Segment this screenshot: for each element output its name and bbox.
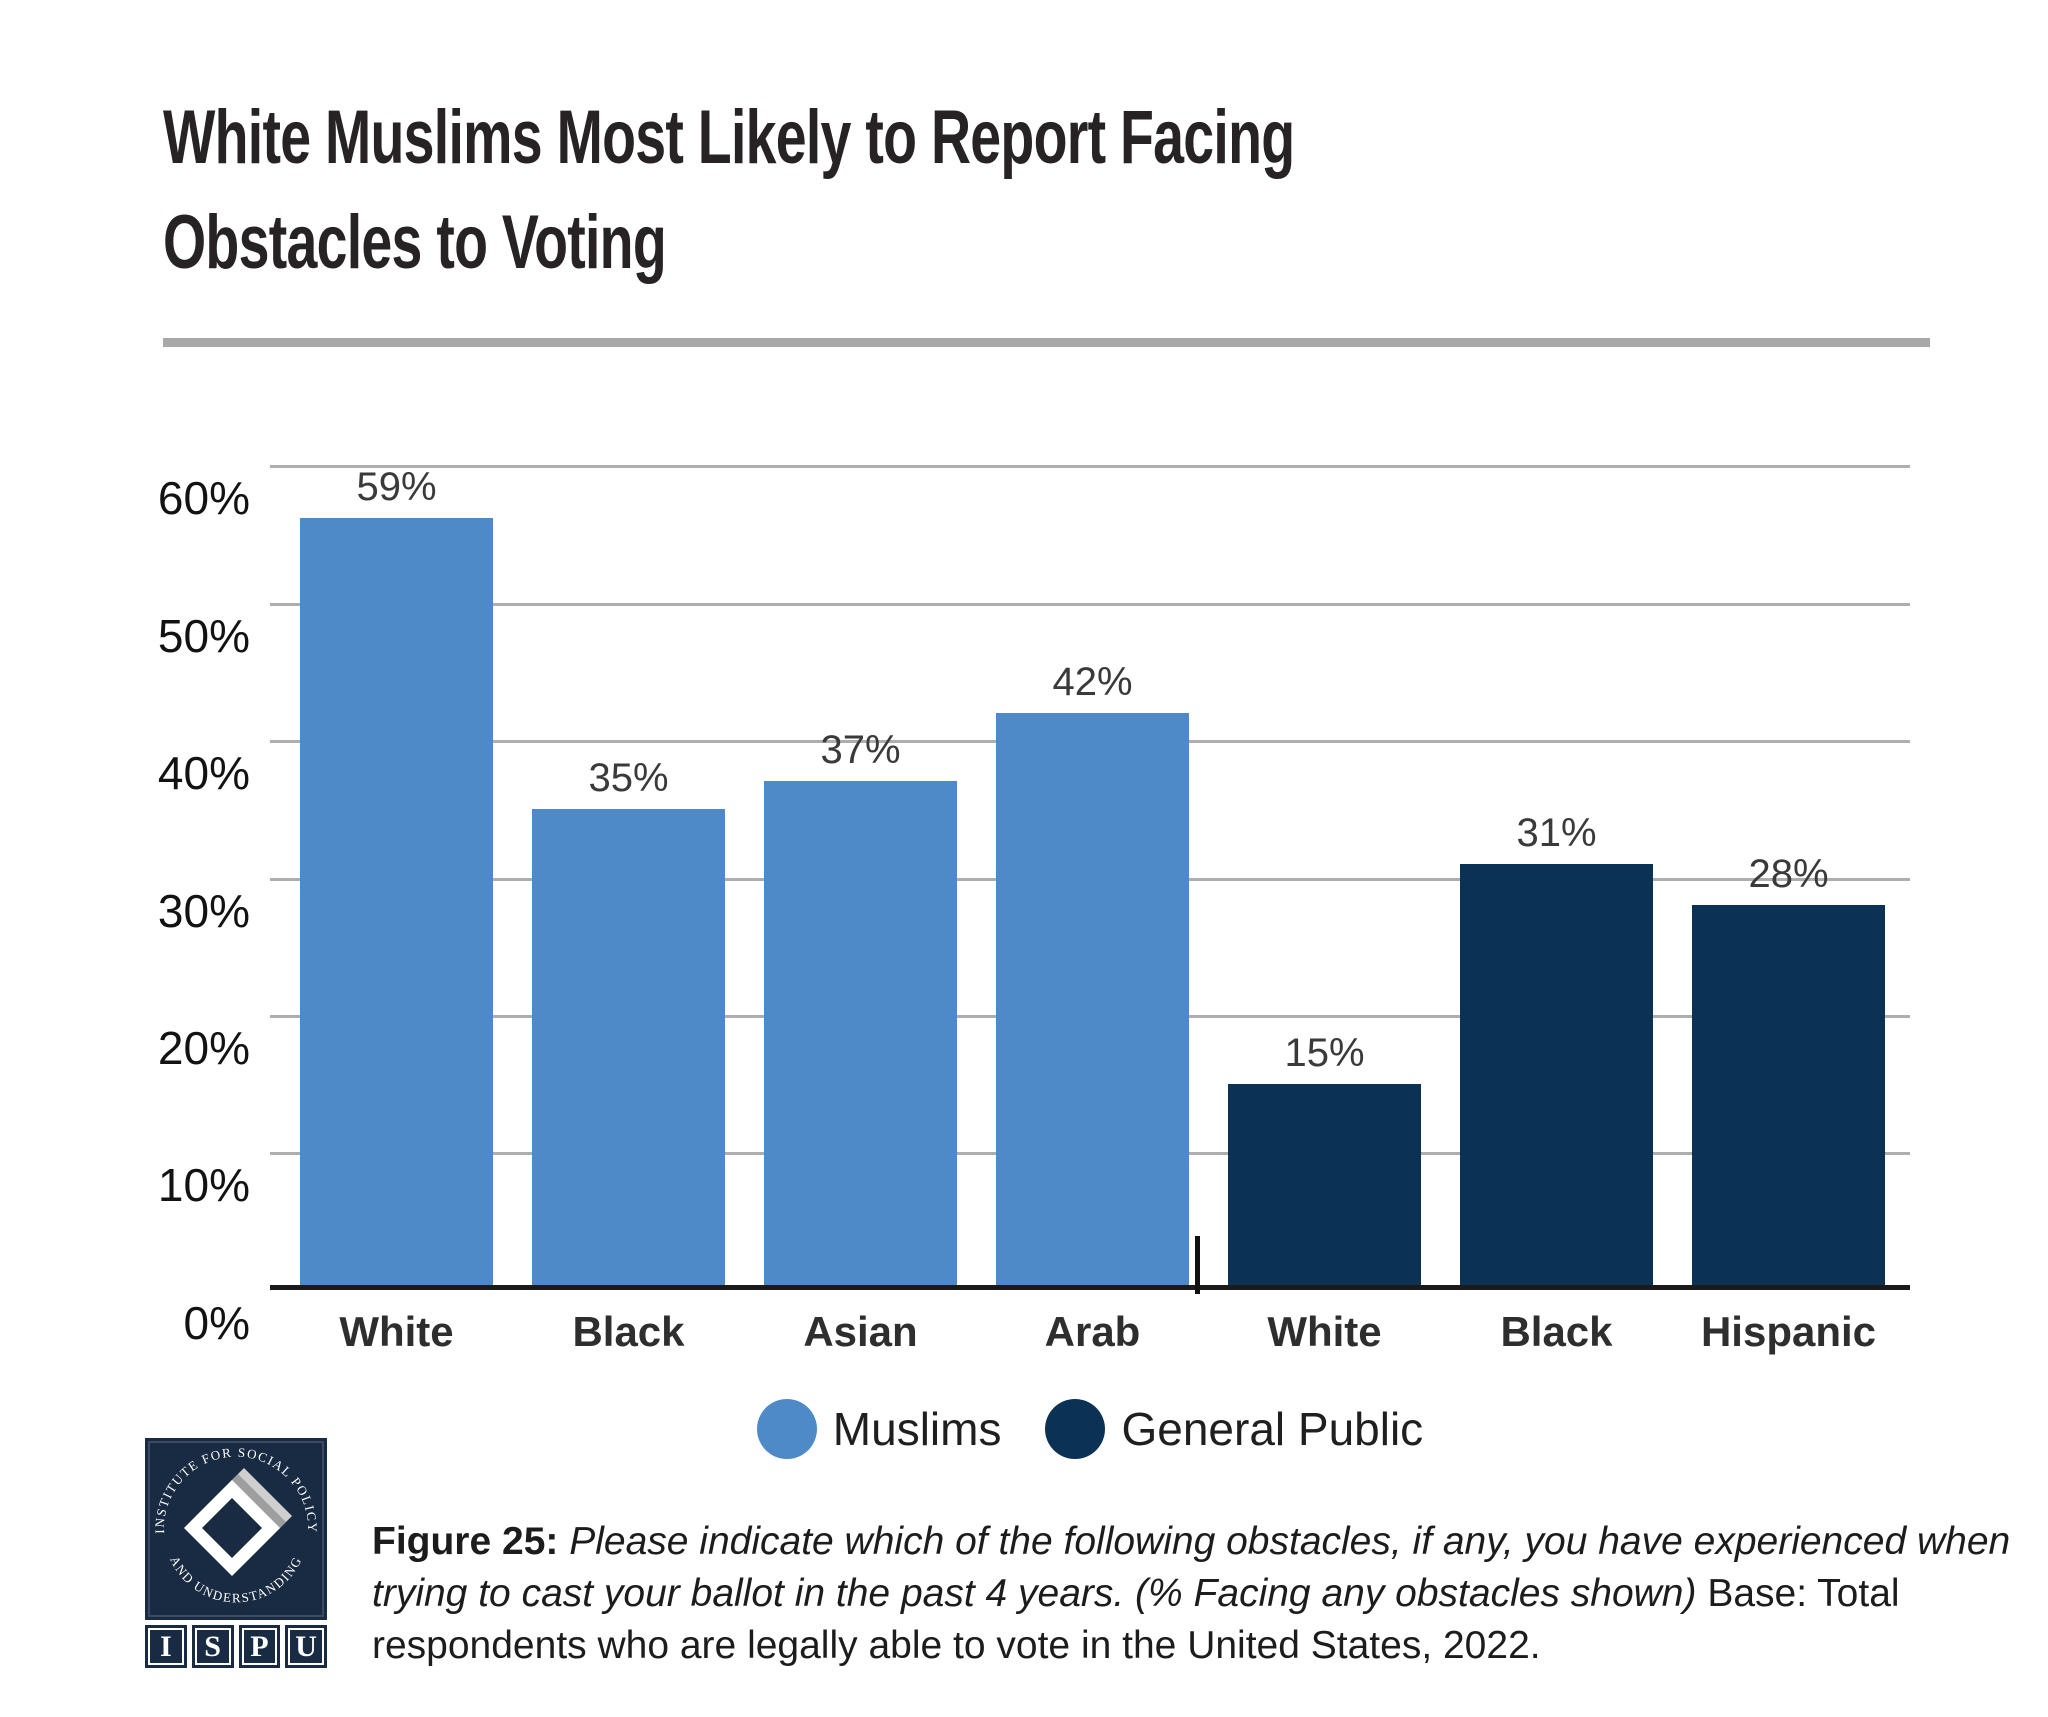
legend: Muslims General Public — [270, 1396, 1910, 1462]
bars-container: 59% White 35% Black 37% Asian 42% Arab 1… — [300, 465, 1885, 1355]
gridline — [270, 465, 1910, 468]
x-axis-line — [270, 1285, 1910, 1290]
ispu-logo: INSTITUTE FOR SOCIAL POLICY AND UNDERSTA… — [145, 1438, 327, 1668]
bar-muslims-asian — [764, 781, 957, 1290]
series-divider-tick — [1195, 1236, 1200, 1294]
bar-muslims-arab — [996, 712, 1189, 1290]
bar-column: 42% Arab — [996, 465, 1189, 1355]
y-tick-label: 0% — [183, 1297, 250, 1349]
letter-box-s: S — [191, 1625, 234, 1668]
bar-genpublic-hispanic — [1692, 905, 1885, 1290]
bar-column: 59% White — [300, 465, 493, 1355]
bar-genpublic-black — [1460, 863, 1653, 1290]
y-tick-label: 60% — [157, 472, 250, 524]
y-tick-label: 40% — [157, 746, 250, 799]
bar-value-label: 59% — [356, 465, 437, 509]
bar-column: 31% Black — [1460, 465, 1653, 1355]
general-public-color-dot-icon — [1045, 1399, 1106, 1459]
letter: U — [295, 1629, 317, 1663]
letter: S — [204, 1629, 221, 1663]
letter: I — [160, 1629, 172, 1663]
figure-number-label: Figure 25: — [372, 1520, 559, 1563]
y-tick-label: 20% — [157, 1022, 250, 1074]
bar-column: 28% Hispanic — [1692, 465, 1885, 1355]
y-tick-label: 10% — [157, 1159, 250, 1212]
bar-column: 15% White — [1228, 465, 1421, 1355]
bar-muslims-white — [300, 518, 493, 1290]
bar-value-label: 35% — [588, 755, 669, 800]
chart-title: White Muslims Most Likely to Report Faci… — [163, 95, 1295, 285]
bar-column: 37% Asian — [764, 465, 957, 1355]
caption-base-text: Base: Total respondents who are legally … — [372, 1572, 1900, 1667]
muslims-color-dot-icon — [756, 1399, 817, 1459]
legend-label: General Public — [1121, 1403, 1424, 1455]
letter-box-p: P — [238, 1625, 281, 1668]
x-axis-label: Hispanic — [1700, 1308, 1877, 1355]
figure-caption: Figure 25: Please indicate which of the … — [372, 1516, 2022, 1672]
bar-value-label: 42% — [1052, 659, 1133, 704]
x-axis-label: Asian — [803, 1308, 918, 1355]
title-divider-rule — [163, 338, 1930, 347]
y-tick-label: 30% — [157, 884, 250, 937]
caption-question-text: Please indicate which of the following o… — [372, 1520, 2011, 1615]
letter: P — [250, 1629, 269, 1663]
plot-area: 59% White 35% Black 37% Asian 42% Arab 1… — [270, 465, 1910, 1355]
bar-column: 35% Black — [532, 465, 725, 1355]
ispu-letters: I S P U — [145, 1625, 327, 1668]
bar-value-label: 28% — [1748, 852, 1829, 896]
letter-box-u: U — [285, 1625, 327, 1668]
x-axis-label: White — [339, 1308, 454, 1355]
gridline — [270, 602, 1910, 606]
y-axis: 60% 50% 40% 30% 20% 10% 0% — [120, 465, 260, 1349]
bar-genpublic-white — [1228, 1083, 1421, 1290]
legend-label: Muslims — [832, 1403, 1002, 1455]
bar-muslims-black — [532, 808, 725, 1290]
bar-value-label: 15% — [1284, 1030, 1365, 1075]
x-axis-label: Arab — [1044, 1308, 1141, 1355]
legend-item-muslims: Muslims — [756, 1399, 1002, 1459]
letter-box-i: I — [145, 1625, 187, 1668]
legend-item-general-public: General Public — [1045, 1399, 1423, 1459]
x-axis-label: Black — [1500, 1308, 1613, 1355]
x-axis-label: White — [1267, 1308, 1382, 1355]
bar-value-label: 31% — [1516, 810, 1597, 855]
x-axis-label: Black — [572, 1308, 685, 1355]
bar-value-label: 37% — [820, 728, 901, 773]
y-tick-label: 50% — [157, 609, 250, 662]
ispu-logo-seal-icon: INSTITUTE FOR SOCIAL POLICY AND UNDERSTA… — [145, 1438, 327, 1620]
